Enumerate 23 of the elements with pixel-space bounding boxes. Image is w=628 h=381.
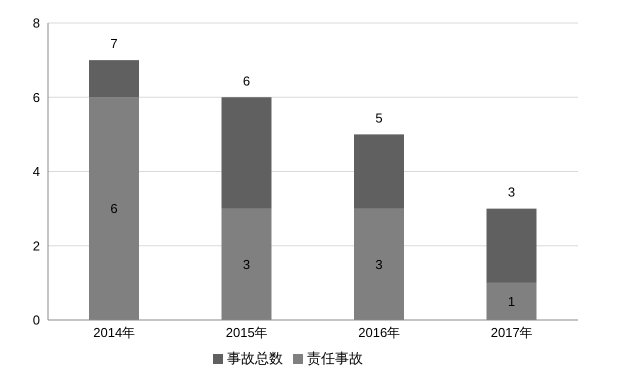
y-tick-label: 6 [32,90,40,105]
data-label: 1 [508,294,516,310]
y-tick-label: 0 [32,312,40,328]
bar [354,134,404,209]
data-label: 3 [242,256,250,272]
bar [89,60,139,98]
x-tick-label: 2016年 [358,325,400,340]
x-tick-label: 2015年 [226,325,268,340]
legend-label: 责任事故 [307,350,363,366]
legend-label: 事故总数 [227,350,283,366]
total-label: 5 [375,110,383,126]
data-label: 6 [110,201,118,216]
bar [486,208,536,283]
total-label: 7 [110,36,118,52]
y-tick-label: 2 [32,238,40,254]
total-label: 3 [508,184,516,200]
bar [222,97,272,209]
total-label: 6 [242,73,250,88]
x-tick-label: 2017年 [490,325,533,340]
x-tick-label: 2014年 [93,325,136,340]
y-tick-label: 4 [32,164,40,180]
data-label: 3 [375,256,383,272]
y-tick-label: 8 [32,16,40,31]
